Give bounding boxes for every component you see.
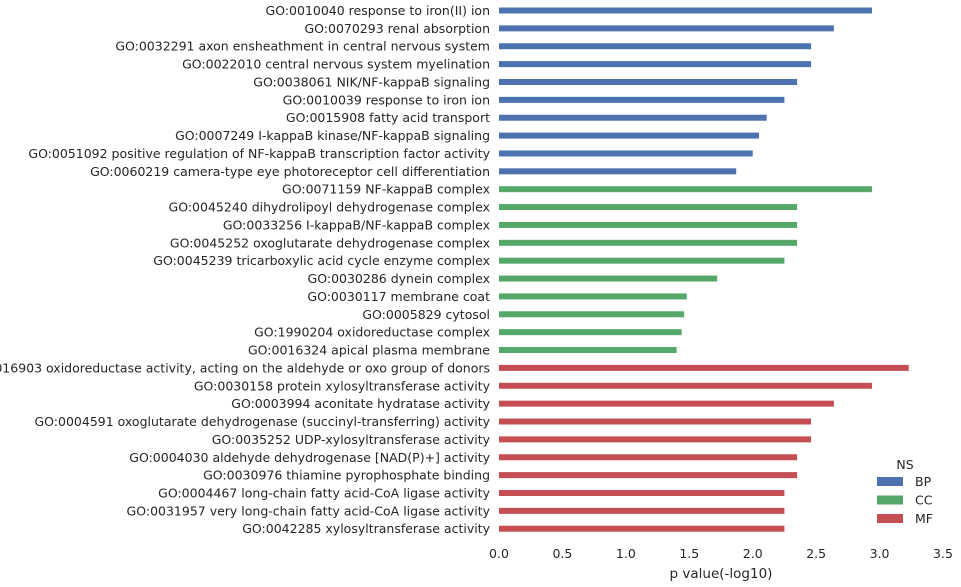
category-label: GO:0010040 response to iron(II) ion <box>266 3 490 18</box>
bar <box>499 418 812 425</box>
category-label: GO:1990204 oxidoreductase complex <box>254 325 490 340</box>
bar <box>499 168 737 175</box>
bar <box>499 525 785 532</box>
bar <box>499 114 767 121</box>
category-label: GO:0035252 UDP-xylosyltransferase activi… <box>212 432 491 447</box>
legend-label: MF <box>915 511 933 526</box>
legend-swatch <box>877 495 903 505</box>
legend-swatch <box>877 477 903 486</box>
category-label: GO:0004030 aldehyde dehydrogenase [NAD(P… <box>129 450 490 465</box>
bar <box>499 204 798 211</box>
bar <box>499 43 812 50</box>
legend-swatch <box>877 514 903 523</box>
bar <box>499 454 798 461</box>
bar <box>499 382 872 389</box>
category-label: GO:0007249 I-kappaB kinase/NF-kappaB sig… <box>175 128 490 143</box>
x-tick-label: 3.0 <box>870 546 890 561</box>
x-tick-label: 0.5 <box>552 546 572 561</box>
x-axis-ticks: 0.0 0.5 1.0 1.5 2.0 2.5 3.0 3.5 <box>489 546 953 561</box>
bar <box>499 239 798 246</box>
bar <box>499 221 798 228</box>
bar <box>499 347 677 354</box>
category-labels: GO:0010040 response to iron(II) ion GO:00… <box>0 3 491 536</box>
bar <box>499 507 785 514</box>
bar <box>499 257 785 264</box>
x-tick-label: 1.5 <box>679 546 699 561</box>
x-tick-label: 2.0 <box>743 546 763 561</box>
category-label: GO:0045239 tricarboxylic acid cycle enzy… <box>153 253 490 268</box>
bar <box>499 61 812 68</box>
category-label: GO:0070293 renal absorption <box>304 21 490 36</box>
x-tick-label: 2.5 <box>806 546 826 561</box>
category-label: GO:0030117 membrane coat <box>307 289 490 304</box>
bar <box>499 96 785 103</box>
bar <box>499 400 834 407</box>
category-label: GO:0033256 I-kappaB/NF-kappaB complex <box>223 217 490 232</box>
bar <box>499 275 718 282</box>
x-tick-label: 3.5 <box>933 546 953 561</box>
category-label: GO:0042285 xylosyltransferase activity <box>242 521 490 536</box>
category-label: GO:0060219 camera-type eye photoreceptor… <box>90 164 490 179</box>
bar <box>499 436 812 443</box>
bar <box>499 293 687 300</box>
x-tick-label: 0.0 <box>489 546 509 561</box>
category-label: GO:0032291 axon ensheathment in central … <box>115 39 490 54</box>
legend-label: BP <box>915 474 932 489</box>
bar <box>499 7 872 14</box>
category-label: GO:0016324 apical plasma membrane <box>248 343 490 358</box>
category-label: GO:0045240 dihydrolipoyl dehydrogenase c… <box>169 200 490 215</box>
category-label: GO:0045252 oxoglutarate dehydrogenase co… <box>170 235 490 250</box>
category-label: GO:0004591 oxoglutarate dehydrogenase (s… <box>35 414 491 429</box>
bar <box>499 186 872 193</box>
category-label: GO:0015908 fatty acid transport <box>286 110 490 125</box>
bar <box>499 329 682 336</box>
category-label: GO:0004467 long-chain fatty acid-CoA lig… <box>158 485 490 500</box>
category-label: GO:0005829 cytosol <box>362 307 490 322</box>
category-label: GO:0010039 response to iron ion <box>283 92 490 107</box>
category-label: GO:0038061 NIK/NF-kappaB signaling <box>253 74 490 89</box>
bar <box>499 489 785 496</box>
bar <box>499 78 798 85</box>
category-label: GO:0031957 very long-chain fatty acid-Co… <box>127 503 491 518</box>
bar <box>499 150 753 157</box>
category-label: GO:0071159 NF-kappaB complex <box>282 182 490 197</box>
bar <box>499 311 685 318</box>
category-label: GO:0003994 aconitate hydratase activity <box>231 396 490 411</box>
legend-title: NS <box>896 457 913 472</box>
x-tick-label: 1.0 <box>616 546 636 561</box>
category-label: GO:0051092 positive regulation of NF-kap… <box>28 146 490 161</box>
bar <box>499 132 760 139</box>
category-label: GO:0030976 thiamine pyrophosphate bindin… <box>203 468 490 483</box>
bar <box>499 364 909 371</box>
category-label: GO:0016903 oxidoreductase activity, acti… <box>0 360 490 375</box>
category-label: GO:0022010 central nervous system myelin… <box>182 57 490 72</box>
category-label: GO:0030158 protein xylosyltransferase ac… <box>194 378 491 393</box>
category-label: GO:0030286 dynein complex <box>308 271 490 286</box>
bar <box>499 25 834 32</box>
x-axis-title: p value(-log10) <box>670 566 773 582</box>
bar <box>499 472 798 479</box>
bars <box>499 7 909 532</box>
legend-label: CC <box>915 493 933 508</box>
